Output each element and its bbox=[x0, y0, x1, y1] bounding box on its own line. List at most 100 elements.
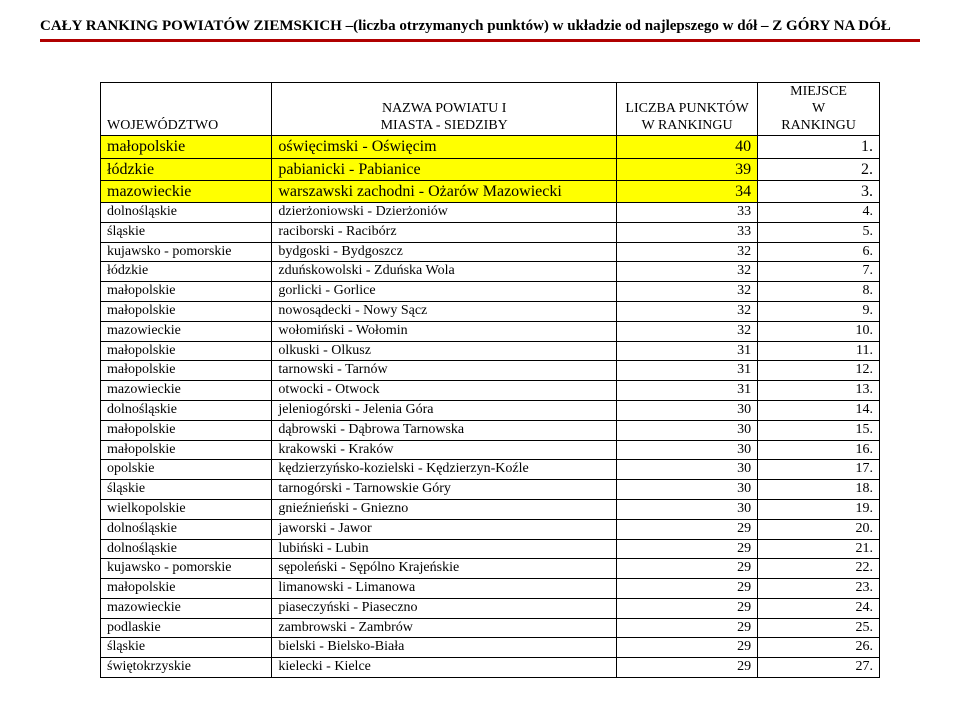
table-row: wielkopolskiegnieźnieński - Gniezno3019. bbox=[101, 499, 880, 519]
cell-points: 29 bbox=[616, 618, 757, 638]
cell-rank: 7. bbox=[758, 262, 880, 282]
cell-name: piaseczyński - Piaseczno bbox=[272, 598, 617, 618]
cell-points: 29 bbox=[616, 519, 757, 539]
cell-name: lubiński - Lubin bbox=[272, 539, 617, 559]
cell-wojewodztwo: małopolskie bbox=[101, 440, 272, 460]
cell-points: 33 bbox=[616, 222, 757, 242]
cell-wojewodztwo: dolnośląskie bbox=[101, 400, 272, 420]
title-underline bbox=[40, 39, 920, 42]
table-row: mazowieckiewołomiński - Wołomin3210. bbox=[101, 321, 880, 341]
cell-name: dzierżoniowski - Dzierżoniów bbox=[272, 202, 617, 222]
table-body: małopolskieoświęcimski - Oświęcim401.łód… bbox=[101, 136, 880, 678]
cell-name: dąbrowski - Dąbrowa Tarnowska bbox=[272, 420, 617, 440]
cell-name: sępoleński - Sępólno Krajeńskie bbox=[272, 559, 617, 579]
cell-rank: 15. bbox=[758, 420, 880, 440]
table-row: mazowieckiepiaseczyński - Piaseczno2924. bbox=[101, 598, 880, 618]
cell-rank: 3. bbox=[758, 180, 880, 202]
header-rank: MIEJSCE W RANKINGU bbox=[758, 83, 880, 136]
cell-wojewodztwo: małopolskie bbox=[101, 579, 272, 599]
table-row: małopolskiekrakowski - Kraków3016. bbox=[101, 440, 880, 460]
table-row: małopolskieoświęcimski - Oświęcim401. bbox=[101, 136, 880, 158]
cell-rank: 1. bbox=[758, 136, 880, 158]
cell-points: 34 bbox=[616, 180, 757, 202]
header-rank-l1: MIEJSCE bbox=[790, 84, 847, 99]
cell-rank: 17. bbox=[758, 460, 880, 480]
cell-points: 30 bbox=[616, 440, 757, 460]
cell-wojewodztwo: małopolskie bbox=[101, 282, 272, 302]
cell-wojewodztwo: podlaskie bbox=[101, 618, 272, 638]
table-row: śląskiebielski - Bielsko-Biała2926. bbox=[101, 638, 880, 658]
table-row: dolnośląskiejeleniogórski - Jelenia Góra… bbox=[101, 400, 880, 420]
cell-rank: 8. bbox=[758, 282, 880, 302]
cell-rank: 10. bbox=[758, 321, 880, 341]
cell-points: 31 bbox=[616, 381, 757, 401]
table-row: dolnośląskiedzierżoniowski - Dzierżoniów… bbox=[101, 202, 880, 222]
table-row: małopolskielimanowski - Limanowa2923. bbox=[101, 579, 880, 599]
cell-points: 29 bbox=[616, 598, 757, 618]
cell-wojewodztwo: małopolskie bbox=[101, 301, 272, 321]
cell-name: wołomiński - Wołomin bbox=[272, 321, 617, 341]
cell-rank: 14. bbox=[758, 400, 880, 420]
cell-points: 30 bbox=[616, 420, 757, 440]
cell-points: 31 bbox=[616, 341, 757, 361]
table-row: świętokrzyskiekielecki - Kielce2927. bbox=[101, 658, 880, 678]
table-row: kujawsko - pomorskiebydgoski - Bydgoszcz… bbox=[101, 242, 880, 262]
cell-rank: 13. bbox=[758, 381, 880, 401]
cell-wojewodztwo: mazowieckie bbox=[101, 321, 272, 341]
cell-rank: 27. bbox=[758, 658, 880, 678]
cell-wojewodztwo: wielkopolskie bbox=[101, 499, 272, 519]
table-row: podlaskiezambrowski - Zambrów2925. bbox=[101, 618, 880, 638]
header-woj-text: WOJEWÓDZTWO bbox=[107, 118, 218, 133]
cell-points: 31 bbox=[616, 361, 757, 381]
cell-points: 29 bbox=[616, 559, 757, 579]
cell-wojewodztwo: opolskie bbox=[101, 460, 272, 480]
table-row: małopolskiegorlicki - Gorlice328. bbox=[101, 282, 880, 302]
cell-rank: 9. bbox=[758, 301, 880, 321]
table-row: śląskietarnogórski - Tarnowskie Góry3018… bbox=[101, 480, 880, 500]
cell-wojewodztwo: mazowieckie bbox=[101, 598, 272, 618]
cell-points: 30 bbox=[616, 400, 757, 420]
cell-wojewodztwo: dolnośląskie bbox=[101, 519, 272, 539]
page-title: CAŁY RANKING POWIATÓW ZIEMSKICH –(liczba… bbox=[40, 18, 920, 37]
cell-rank: 24. bbox=[758, 598, 880, 618]
cell-name: kędzierzyńsko-kozielski - Kędzierzyn-Koź… bbox=[272, 460, 617, 480]
cell-wojewodztwo: śląskie bbox=[101, 638, 272, 658]
cell-name: zduńskowolski - Zduńska Wola bbox=[272, 262, 617, 282]
table-row: małopolskiedąbrowski - Dąbrowa Tarnowska… bbox=[101, 420, 880, 440]
cell-rank: 16. bbox=[758, 440, 880, 460]
cell-wojewodztwo: małopolskie bbox=[101, 361, 272, 381]
cell-wojewodztwo: mazowieckie bbox=[101, 180, 272, 202]
cell-name: tarnogórski - Tarnowskie Góry bbox=[272, 480, 617, 500]
cell-wojewodztwo: dolnośląskie bbox=[101, 539, 272, 559]
cell-wojewodztwo: małopolskie bbox=[101, 136, 272, 158]
cell-points: 32 bbox=[616, 262, 757, 282]
table-row: kujawsko - pomorskiesępoleński - Sępólno… bbox=[101, 559, 880, 579]
cell-rank: 23. bbox=[758, 579, 880, 599]
cell-wojewodztwo: łódzkie bbox=[101, 158, 272, 180]
header-pts-l1: LICZBA PUNKTÓW bbox=[625, 101, 748, 116]
cell-name: bielski - Bielsko-Biała bbox=[272, 638, 617, 658]
cell-wojewodztwo: śląskie bbox=[101, 480, 272, 500]
header-points: LICZBA PUNKTÓW W RANKINGU bbox=[616, 83, 757, 136]
cell-points: 29 bbox=[616, 539, 757, 559]
page: CAŁY RANKING POWIATÓW ZIEMSKICH –(liczba… bbox=[0, 0, 960, 708]
cell-name: jaworski - Jawor bbox=[272, 519, 617, 539]
table-row: śląskieraciborski - Racibórz335. bbox=[101, 222, 880, 242]
cell-rank: 20. bbox=[758, 519, 880, 539]
cell-points: 32 bbox=[616, 301, 757, 321]
cell-rank: 22. bbox=[758, 559, 880, 579]
header-name-l2: MIASTA - SIEDZIBY bbox=[381, 118, 508, 133]
cell-name: zambrowski - Zambrów bbox=[272, 618, 617, 638]
cell-points: 30 bbox=[616, 480, 757, 500]
table-row: małopolskietarnowski - Tarnów3112. bbox=[101, 361, 880, 381]
cell-rank: 2. bbox=[758, 158, 880, 180]
cell-wojewodztwo: małopolskie bbox=[101, 420, 272, 440]
cell-wojewodztwo: łódzkie bbox=[101, 262, 272, 282]
cell-wojewodztwo: śląskie bbox=[101, 222, 272, 242]
header-rank-l3: RANKINGU bbox=[781, 118, 856, 133]
table-row: łódzkiezduńskowolski - Zduńska Wola327. bbox=[101, 262, 880, 282]
header-wojewodztwo: WOJEWÓDZTWO bbox=[101, 83, 272, 136]
header-rank-l2: W bbox=[812, 101, 825, 116]
header-pts-l2: W RANKINGU bbox=[641, 118, 732, 133]
cell-name: kielecki - Kielce bbox=[272, 658, 617, 678]
